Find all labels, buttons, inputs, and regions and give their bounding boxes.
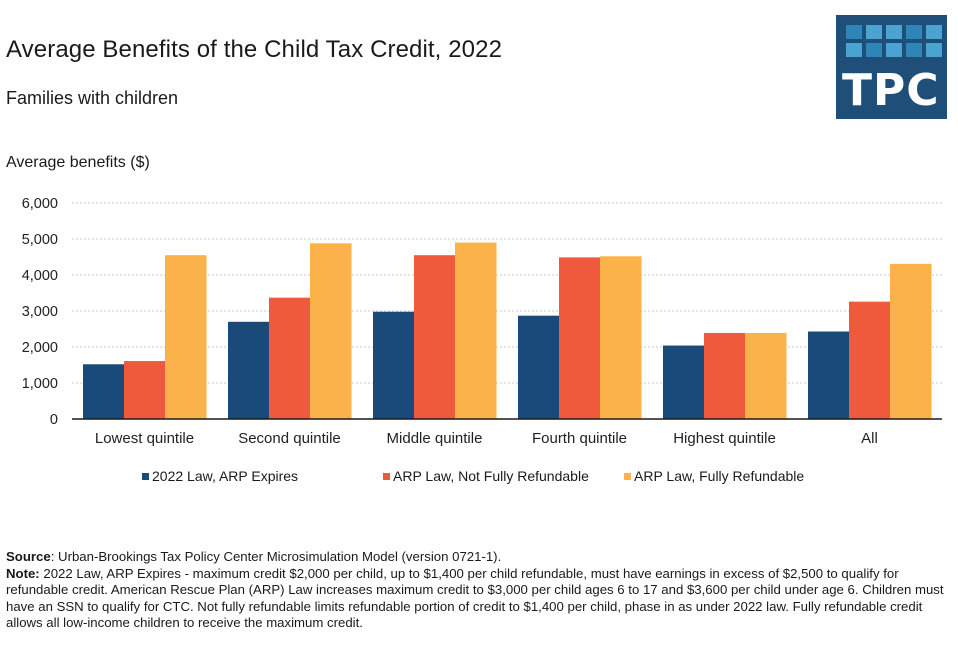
footer-notes: Source: Urban-Brookings Tax Policy Cente… <box>6 549 951 632</box>
legend-item: 2022 Law, ARP Expires <box>142 468 298 484</box>
logo-cell <box>846 25 862 39</box>
bar <box>518 315 560 419</box>
y-tick-label: 6,000 <box>22 196 58 212</box>
y-tick-label: 5,000 <box>22 232 58 248</box>
source-text: : Urban-Brookings Tax Policy Center Micr… <box>50 549 502 564</box>
logo-cell <box>906 25 922 39</box>
x-tick-label: Second quintile <box>238 430 341 447</box>
logo-cell <box>926 43 942 57</box>
logo-grid-icon <box>846 25 942 57</box>
bar <box>414 255 456 419</box>
bar <box>600 256 642 419</box>
x-tick-label: Highest quintile <box>673 430 776 447</box>
tpc-logo: TPC <box>836 15 947 119</box>
chart-title: Average Benefits of the Child Tax Credit… <box>6 36 503 63</box>
bar <box>373 311 415 419</box>
bar <box>808 331 850 419</box>
y-tick-label: 0 <box>50 412 58 428</box>
bar <box>165 255 207 419</box>
legend-swatch-icon <box>142 472 149 480</box>
bar <box>310 243 352 419</box>
legend-swatch-icon <box>383 472 390 480</box>
note-text: 2022 Law, ARP Expires - maximum credit $… <box>6 565 944 631</box>
logo-cell <box>866 25 882 39</box>
x-tick-label: Middle quintile <box>387 430 483 447</box>
bar <box>890 263 932 419</box>
bar <box>849 301 891 419</box>
legend-label: ARP Law, Not Fully Refundable <box>393 468 589 484</box>
y-tick-label: 2,000 <box>22 340 58 356</box>
y-axis-label: Average benefits ($) <box>6 154 150 171</box>
legend-label: 2022 Law, ARP Expires <box>152 468 299 484</box>
logo-cell <box>906 43 922 57</box>
bar <box>124 361 166 419</box>
note-label: Note: <box>6 565 40 581</box>
bar <box>559 257 601 419</box>
bar <box>269 297 311 419</box>
legend-item: ARP Law, Not Fully Refundable <box>383 468 589 484</box>
bar-chart: 0 1,000 2,000 3,000 4,000 5,000 6,000 Lowest qu… <box>22 196 942 447</box>
chart-subtitle: Families with children <box>6 88 179 108</box>
logo-cell <box>846 43 862 57</box>
bar <box>663 345 705 419</box>
legend-swatch-icon <box>624 472 631 480</box>
source-label: Source <box>6 549 51 564</box>
legend-item: ARP Law, Fully Refundable <box>624 468 804 484</box>
logo-cell <box>886 25 902 39</box>
x-tick-label: Fourth quintile <box>532 430 627 447</box>
bar <box>745 332 787 419</box>
x-tick-label: All <box>861 430 878 447</box>
y-tick-label: 3,000 <box>22 304 58 320</box>
legend-label: ARP Law, Fully Refundable <box>634 468 805 484</box>
logo-cell <box>866 43 882 57</box>
logo-text: TPC <box>842 65 940 116</box>
bar <box>83 364 125 419</box>
logo-cell <box>926 25 942 39</box>
bar <box>704 332 746 419</box>
bar <box>455 242 497 419</box>
logo-cell <box>886 43 902 57</box>
y-tick-label: 1,000 <box>22 376 58 392</box>
bar <box>228 321 270 419</box>
y-tick-label: 4,000 <box>22 268 58 284</box>
x-tick-label: Lowest quintile <box>95 430 194 447</box>
